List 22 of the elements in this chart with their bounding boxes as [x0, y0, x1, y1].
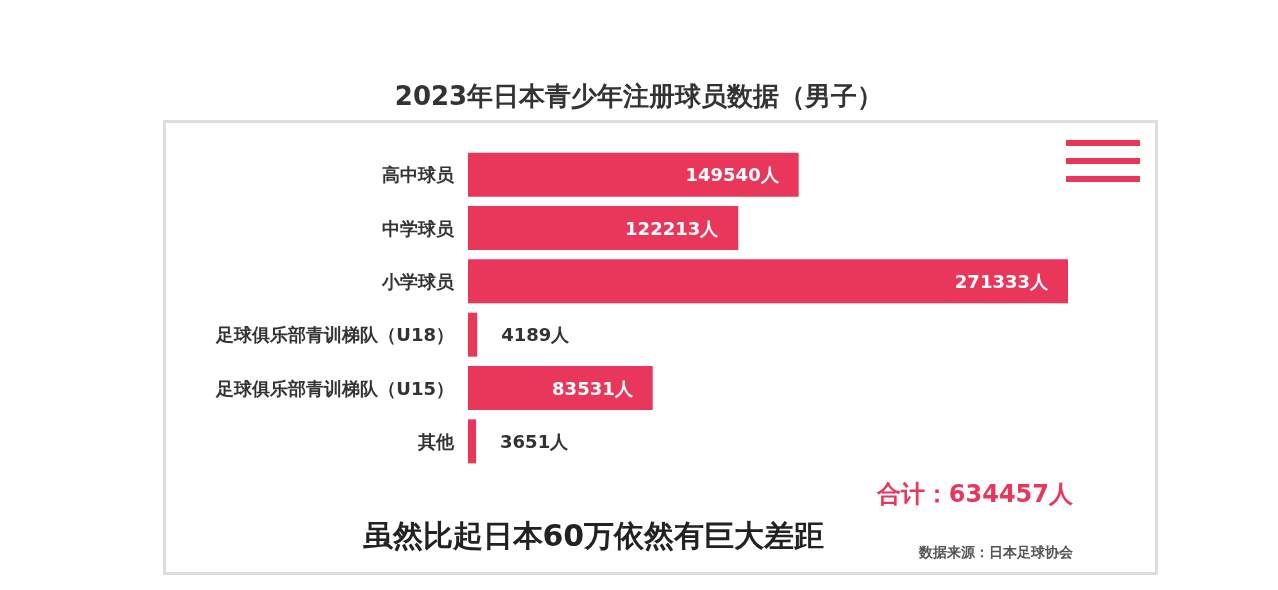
text: 合计：634457人: [875, 480, 1074, 508]
bar: [468, 312, 478, 357]
chart-title: 2023年日本青少年注册球员数据（男子）: [394, 81, 884, 111]
y-tick-label: 足球俱乐部青训梯队（U18）: [215, 324, 454, 346]
data-label: 271333人: [954, 270, 1049, 292]
source-note: 数据来源：日本足球协会: [918, 544, 1074, 560]
data-label: 122213人: [625, 217, 720, 239]
y-tick-label: 其他: [417, 430, 455, 452]
y-tick-label: 足球俱乐部青训梯队（U15）: [215, 377, 454, 399]
data-label: 4189人: [501, 324, 571, 346]
text: 虽然比起日本60万依然有巨大差距: [361, 518, 825, 553]
data-label: 149540人: [685, 164, 780, 186]
y-tick-label: 中学球员: [382, 217, 455, 239]
bar: [468, 206, 739, 250]
bar: [468, 419, 477, 464]
data-label: 83531人: [552, 377, 634, 399]
bar: [468, 259, 1068, 304]
bar: [468, 152, 799, 197]
y-tick-label: 高中球员: [382, 164, 455, 186]
data-label: 3651人: [500, 430, 570, 452]
bar: [468, 366, 653, 410]
y-tick-label: 小学球员: [381, 270, 455, 292]
